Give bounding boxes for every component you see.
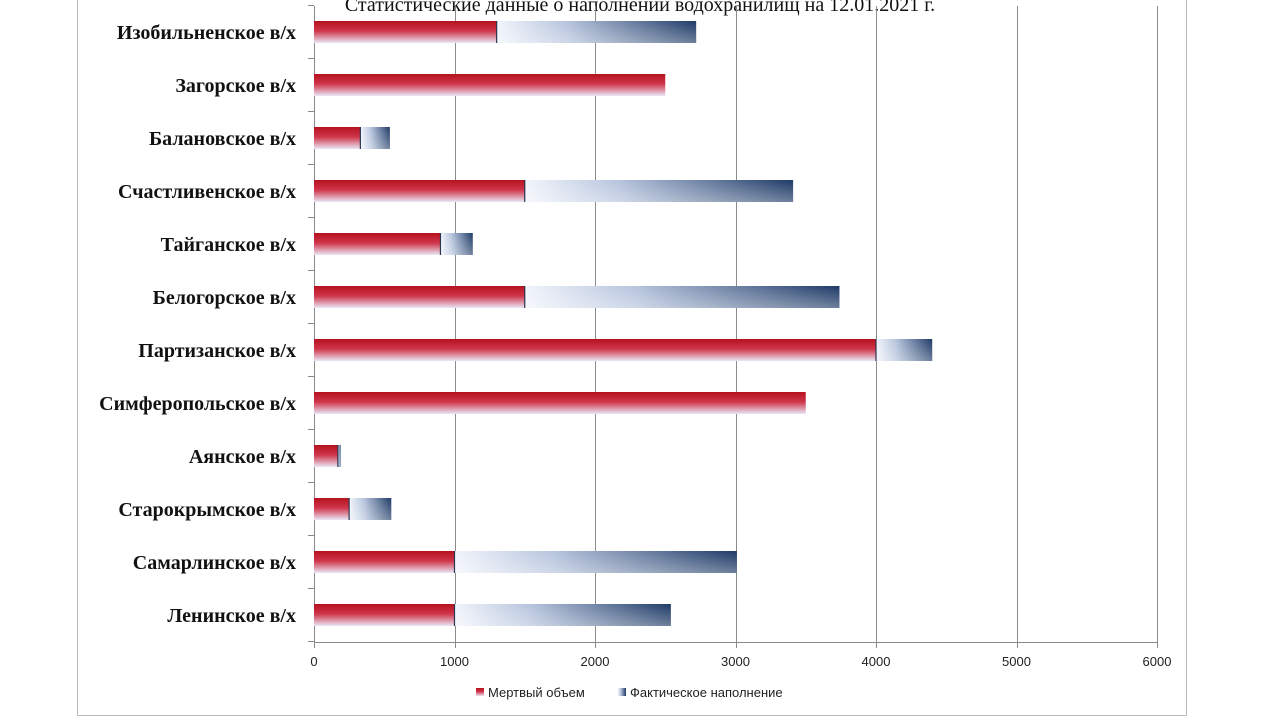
x-tick-label: 6000 (1143, 654, 1172, 669)
x-tick-label: 0 (310, 654, 317, 669)
grid-lines (455, 6, 1158, 642)
bar-actual-filling-sheen (360, 127, 390, 149)
chart-title: Статистические данные о наполнении водох… (344, 0, 936, 16)
x-tick-labels: 0 1000 2000 3000 4000 5000 6000 (310, 654, 1171, 669)
category-label: Ленинское в/х (167, 605, 296, 627)
legend-label: Мертвый объем (488, 685, 585, 700)
bars (314, 21, 933, 626)
category-label: Самарлинское в/х (133, 552, 296, 574)
bar-actual-filling-sheen (876, 339, 933, 361)
x-tick-label: 3000 (721, 654, 750, 669)
bar-dead-volume (314, 74, 666, 96)
bar-dead-volume (314, 551, 455, 573)
bar-dead-volume (314, 127, 361, 149)
category-label: Балановское в/х (149, 128, 296, 150)
legend-swatch (476, 688, 484, 696)
x-tick-label: 2000 (581, 654, 610, 669)
x-tick-label: 5000 (1002, 654, 1031, 669)
category-label: Партизанское в/х (138, 340, 296, 362)
bar-dead-volume (314, 498, 350, 520)
bar-dead-volume (314, 445, 338, 467)
category-labels: Изобильненское в/х Загорское в/х Балановск… (99, 22, 296, 627)
bar-dead-volume (314, 604, 455, 626)
bar-actual-filling-sheen (349, 498, 392, 520)
axes (308, 5, 1158, 648)
category-label: Аянское в/х (189, 446, 296, 468)
category-label: Старокрымское в/х (118, 499, 296, 521)
bar-dead-volume (314, 286, 525, 308)
category-label: Белогорское в/х (153, 287, 296, 309)
bar-dead-volume (314, 233, 441, 255)
bar-actual-filling-sheen (524, 286, 840, 308)
bar-actual-filling-sheen (496, 21, 697, 43)
bar-dead-volume (314, 180, 525, 202)
category-label: Загорское в/х (175, 75, 296, 97)
category-label: Симферопольское в/х (99, 393, 296, 415)
bar-actual-filling-sheen (337, 445, 341, 467)
bar-actual-filling-sheen (454, 604, 671, 626)
legend-label: Фактическое наполнение (630, 685, 783, 700)
x-tick-label: 1000 (440, 654, 469, 669)
category-label: Счастливенское в/х (118, 181, 296, 203)
bar-dead-volume (314, 339, 876, 361)
category-label: Тайганское в/х (161, 234, 296, 256)
bar-actual-filling-sheen (524, 180, 794, 202)
bar-dead-volume (314, 21, 497, 43)
legend: Мертвый объем Фактическое наполнение (476, 685, 783, 700)
bar-dead-volume (314, 392, 806, 414)
x-tick-label: 4000 (862, 654, 891, 669)
bar-actual-filling-sheen (440, 233, 473, 255)
bar-actual-filling-sheen (454, 551, 737, 573)
legend-swatch (618, 688, 626, 696)
category-label: Изобильненское в/х (117, 22, 296, 44)
